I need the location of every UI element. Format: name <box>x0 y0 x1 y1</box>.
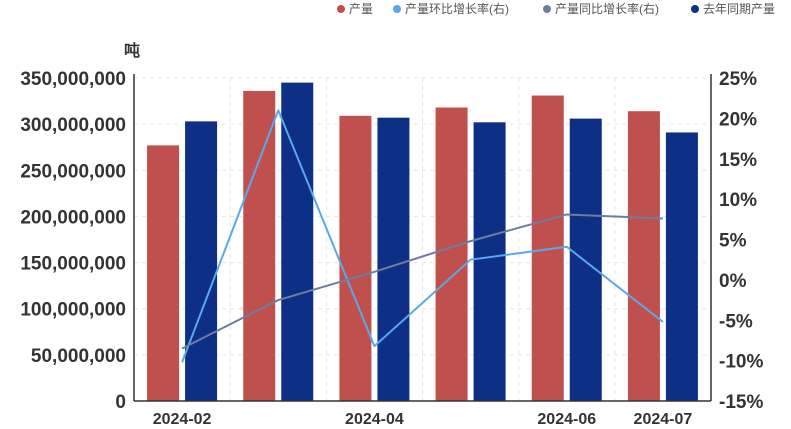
legend-label: 产量同比增长率(右) <box>555 1 659 16</box>
left-tick-label: 50,000,000 <box>31 346 126 367</box>
right-axis: -15% -10% -5% 0% 5% 10% 15% 20% 25% <box>710 69 763 413</box>
legend-swatch <box>691 5 699 13</box>
right-tick-label: 15% <box>719 150 757 171</box>
bar <box>627 111 660 402</box>
bar <box>339 115 372 401</box>
left-tick-label: 150,000,000 <box>20 254 126 275</box>
bar <box>281 82 314 401</box>
right-tick-label: 25% <box>719 69 757 90</box>
left-tick-label: 350,000,000 <box>20 69 126 90</box>
legend-label: 产量 <box>349 2 373 16</box>
left-axis: 0 50,000,000 100,000,000 150,000,000 200,000… <box>20 69 135 413</box>
series-lines <box>181 109 664 363</box>
legend-swatch <box>337 5 345 13</box>
right-tick-label: 5% <box>719 231 747 252</box>
legend-swatch <box>393 5 401 13</box>
left-tick-label: 100,000,000 <box>20 300 126 321</box>
left-tick-label: 0 <box>115 392 126 413</box>
right-tick-label: -10% <box>719 352 763 373</box>
bar <box>569 118 602 401</box>
bars <box>147 82 698 402</box>
legend-swatch <box>543 5 551 13</box>
x-axis: 2024-02 2024-04 2024-06 2024-07 <box>134 400 711 428</box>
bar <box>435 107 468 401</box>
bar <box>665 132 698 401</box>
left-tick-label: 300,000,000 <box>20 115 126 136</box>
y-axis-unit: 吨 <box>124 41 140 60</box>
right-tick-label: 20% <box>719 109 757 130</box>
x-tick-label: 2024-06 <box>537 411 596 428</box>
x-tick-label: 2024-07 <box>634 411 693 428</box>
right-tick-label: -15% <box>719 392 763 413</box>
legend-label: 去年同期产量 <box>703 2 775 16</box>
left-tick-label: 200,000,000 <box>20 207 126 228</box>
right-tick-label: 10% <box>719 190 757 211</box>
series-line <box>181 213 663 350</box>
series-line <box>181 109 664 363</box>
bar <box>185 121 218 402</box>
right-tick-label: 0% <box>719 271 747 292</box>
x-tick-label: 2024-04 <box>345 411 404 428</box>
bar <box>473 122 506 401</box>
right-tick-label: -5% <box>719 311 753 332</box>
legend-label: 产量环比增长率(右) <box>405 1 509 16</box>
legend: 产量 产量环比增长率(右) 产量同比增长率(右) 去年同期产量 <box>337 1 775 16</box>
bar <box>147 145 180 401</box>
grid-lines <box>134 77 711 401</box>
x-tick-label: 2024-02 <box>153 411 212 428</box>
left-tick-label: 250,000,000 <box>20 161 126 182</box>
bar <box>243 90 276 402</box>
bar <box>377 117 410 401</box>
